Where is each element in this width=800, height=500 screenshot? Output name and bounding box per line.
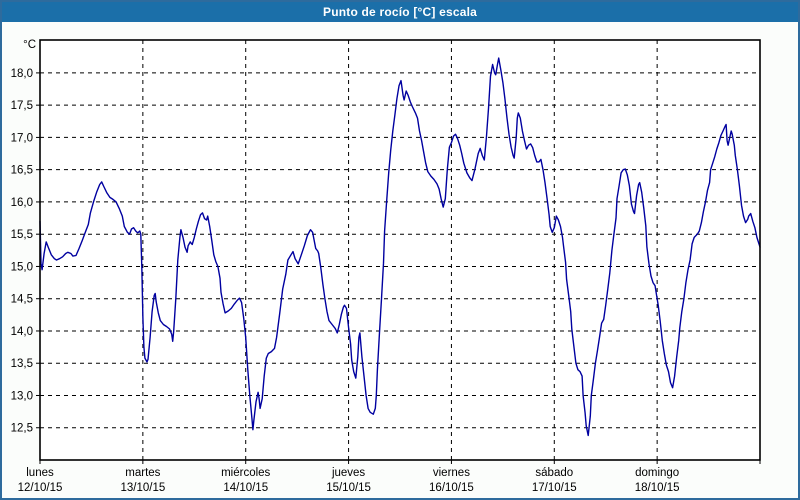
chart-title: Punto de rocío [°C] escala xyxy=(322,5,478,19)
x-date-label: 16/10/15 xyxy=(429,482,474,494)
y-unit-label: °C xyxy=(23,39,36,51)
x-date-label: 15/10/15 xyxy=(326,482,371,494)
y-tick-label: 15,0 xyxy=(11,261,33,273)
y-tick-label: 17,5 xyxy=(11,100,33,112)
y-tick-label: 17,0 xyxy=(11,132,33,144)
x-day-label: miércoles xyxy=(221,467,270,479)
y-tick-label: 12,5 xyxy=(11,423,33,435)
x-date-label: 17/10/15 xyxy=(532,482,577,494)
x-day-label: sábado xyxy=(535,467,573,479)
y-tick-label: 13,0 xyxy=(11,390,33,402)
x-day-label: jueves xyxy=(331,467,365,479)
y-tick-label: 13,5 xyxy=(11,358,33,370)
y-tick-label: 16,0 xyxy=(11,197,33,209)
x-date-label: 18/10/15 xyxy=(635,482,680,494)
x-date-label: 12/10/15 xyxy=(18,482,63,494)
y-tick-label: 14,5 xyxy=(11,294,33,306)
plot-area xyxy=(40,40,760,460)
x-day-label: viernes xyxy=(433,467,470,479)
y-tick-label: 16,5 xyxy=(11,165,33,177)
x-date-label: 14/10/15 xyxy=(223,482,268,494)
x-date-label: 13/10/15 xyxy=(120,482,165,494)
x-day-label: martes xyxy=(125,467,160,479)
y-tick-label: 18,0 xyxy=(11,68,33,80)
y-tick-label: 14,0 xyxy=(11,326,33,338)
chart-title-bar: Punto de rocío [°C] escala xyxy=(2,2,798,22)
plot-frame xyxy=(39,39,761,461)
x-day-label: lunes xyxy=(26,467,54,479)
x-day-label: domingo xyxy=(635,467,679,479)
dewpoint-series-line xyxy=(39,57,761,437)
y-tick-label: 15,5 xyxy=(11,229,33,241)
